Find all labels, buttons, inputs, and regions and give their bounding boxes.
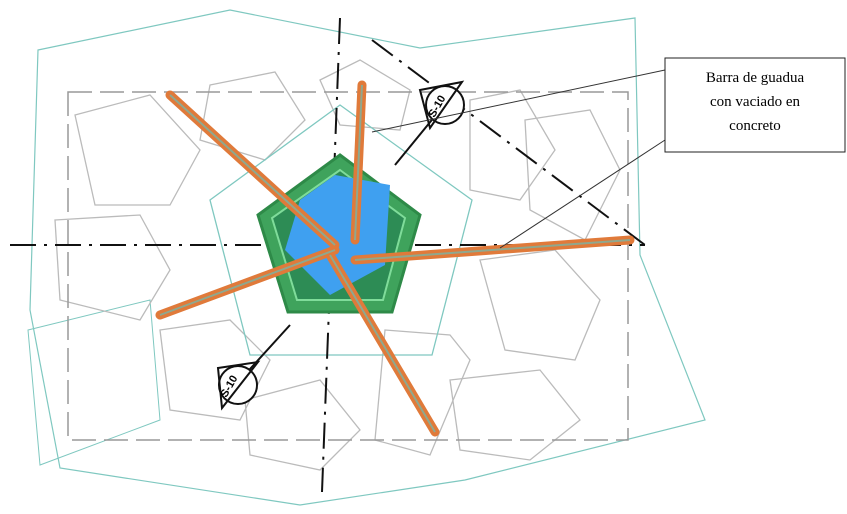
callout-text: Barra de guadua (706, 70, 805, 86)
callout-text: con vaciado en (710, 94, 800, 110)
callout-box (664, 57, 846, 153)
stone (199, 71, 306, 161)
bamboo-bar-cores (159, 84, 631, 433)
bar-core (354, 84, 363, 241)
concrete-fill (285, 175, 390, 295)
section-arrow (418, 80, 465, 131)
inner-pentagon (209, 104, 473, 356)
axis-diagonal (371, 39, 646, 246)
stone (374, 329, 471, 456)
lower-left-panel (27, 299, 161, 466)
stone (74, 94, 201, 206)
stone (54, 214, 171, 321)
section-mark (216, 324, 291, 411)
leader-line (499, 139, 666, 249)
stone (449, 369, 581, 461)
bar-core (169, 94, 336, 246)
leader-line (371, 69, 666, 133)
stone (244, 379, 361, 471)
section-arrow (216, 360, 261, 411)
bar-core (354, 239, 631, 261)
stone (469, 89, 556, 201)
outer-boundary (29, 9, 706, 506)
callout-text: concreto (729, 118, 781, 134)
stone (159, 319, 271, 421)
bar-core (329, 254, 436, 433)
stone (524, 109, 621, 241)
dashed-outline (67, 91, 629, 441)
stone (479, 249, 601, 361)
bar-core (159, 249, 336, 316)
section-mark (394, 80, 465, 166)
